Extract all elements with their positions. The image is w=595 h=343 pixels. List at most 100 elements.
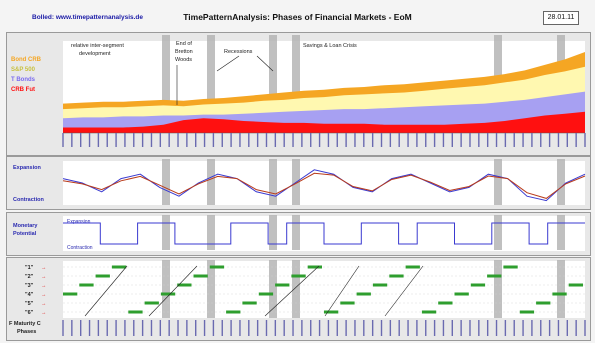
phase-bar-1 (79, 283, 94, 287)
arrow-recession-right (256, 55, 274, 72)
phase-arrow-3 (324, 265, 360, 317)
annotation-bretton: Bretton (175, 49, 193, 55)
title-monetary: Monetary (13, 223, 38, 229)
phase-bar-22 (421, 310, 437, 314)
legend-item-0: Bond CRB (11, 57, 42, 63)
phase-bar-17 (340, 301, 355, 305)
label-expansion: Expansion (13, 165, 41, 171)
phase-bar-12 (258, 292, 274, 296)
phase-bar-11 (242, 301, 257, 305)
phase-bar-5 (144, 301, 159, 305)
phase-bar-8 (193, 274, 208, 278)
phase-bar-25 (470, 283, 486, 287)
phase-bar-6 (160, 292, 176, 296)
phase-bar-4 (128, 310, 143, 314)
recession-band-4 (494, 215, 502, 250)
phase-bar-14 (291, 274, 306, 278)
phase-arrow-2 (264, 265, 320, 317)
phase-bar-15 (307, 265, 322, 269)
phases-chart: "1" →"2" →"3" →"4" →"5" →"6" →F Maturity CPhas… (9, 260, 586, 336)
cycle-line-1 (62, 172, 586, 199)
row-arrow-1: → (41, 274, 47, 280)
annotation-recessions: Recessions (224, 49, 253, 55)
recession-band-3 (292, 215, 300, 250)
row-arrow-3: → (41, 292, 47, 298)
annotation-woods: Woods (175, 57, 192, 63)
recession-band-2 (269, 260, 277, 318)
recession-band-1 (207, 260, 215, 318)
phase-bar-28 (519, 310, 535, 314)
recession-band-1 (207, 215, 215, 250)
annotation-relative: relative inter-segment (71, 43, 124, 49)
recession-band-0 (162, 215, 170, 250)
annotation-end: End of (176, 41, 192, 47)
date-box: 28.01.11 (543, 11, 579, 25)
label-contraction: Contraction (13, 197, 45, 203)
phase-bar-18 (356, 292, 371, 296)
annotation-development: development (79, 51, 111, 57)
row-label-5: "6" (25, 310, 34, 316)
phase-bar-31 (568, 283, 583, 287)
recession-band-0 (162, 260, 170, 318)
recession-band-5 (557, 260, 565, 318)
header: Bolled: www.timepatternanalysis.de TimeP… (4, 6, 591, 32)
recession-band-0 (162, 35, 170, 131)
recession-band-4 (494, 260, 502, 318)
phase-bar-27 (503, 265, 518, 269)
row-arrow-5: → (41, 310, 47, 316)
phase-bar-21 (405, 265, 420, 269)
title-line1: F Maturity C (9, 321, 41, 327)
phase-bar-20 (389, 274, 404, 278)
row-label-4: "5" (25, 301, 34, 307)
recession-band-2 (269, 215, 277, 250)
source-link[interactable]: Bolled: www.timepatternanalysis.de (32, 14, 144, 21)
recession-band-5 (557, 159, 565, 205)
chart-title: TimePatternAnalysis: Phases of Financial… (183, 12, 412, 22)
cycle-chart: Expansion Contraction (13, 159, 586, 205)
panel-cycle: Expansion Contraction (6, 156, 591, 210)
phase-bar-0 (63, 292, 78, 296)
phase-bar-26 (487, 274, 502, 278)
phase-bar-3 (111, 265, 127, 269)
phase-bar-16 (324, 310, 339, 314)
phase-arrow-4 (384, 265, 424, 317)
recession-band-2 (269, 35, 277, 131)
area-chart: Bond CRB S&P 500 T Bonds CRB Fut relative in… (11, 35, 586, 147)
legend-item-3: CRB Fut (11, 87, 35, 93)
recession-band-4 (494, 159, 502, 205)
panel-phases: "1" → "2" → "3" → "4" → "5" → "6" → F Maturity C Phas… (6, 257, 591, 341)
label-contraction: Contraction (67, 245, 93, 251)
phase-bar-13 (275, 283, 290, 287)
monetary-step-line (63, 222, 585, 245)
phase-bar-19 (372, 283, 388, 287)
phase-bar-7 (177, 283, 192, 287)
panel-monetary: Monetary Potential Expansion Contraction (6, 212, 591, 256)
recession-band-1 (207, 35, 215, 131)
row-label-1: "2" (25, 274, 34, 280)
row-label-3: "4" (25, 292, 34, 298)
row-arrow-4: → (41, 301, 47, 307)
phase-bar-23 (438, 301, 453, 305)
phase-bar-2 (95, 274, 110, 278)
recession-band-3 (292, 260, 300, 318)
recession-band-2 (269, 159, 277, 205)
phase-bar-30 (552, 292, 567, 296)
annotation-savings: Savings & Loan Crisis (303, 43, 357, 49)
recession-band-1 (207, 159, 215, 205)
recession-band-3 (292, 35, 300, 131)
plot-area (63, 161, 585, 205)
phase-bar-29 (536, 301, 551, 305)
phase-bar-24 (454, 292, 469, 296)
title-potential: Potential (13, 231, 37, 237)
phase-bar-9 (209, 265, 225, 269)
label-expansion: Expansion (67, 219, 91, 225)
panel-markets: Bond CRB S&P 500 T Bonds CRB Fut relative in… (6, 32, 591, 156)
recession-band-5 (557, 215, 565, 250)
phase-arrow-1 (148, 265, 198, 317)
row-label-0: "1" (25, 265, 34, 271)
arrow-recession-left (216, 55, 240, 72)
phase-bar-10 (226, 310, 241, 314)
plot-area (63, 261, 585, 318)
recession-band-0 (162, 159, 170, 205)
